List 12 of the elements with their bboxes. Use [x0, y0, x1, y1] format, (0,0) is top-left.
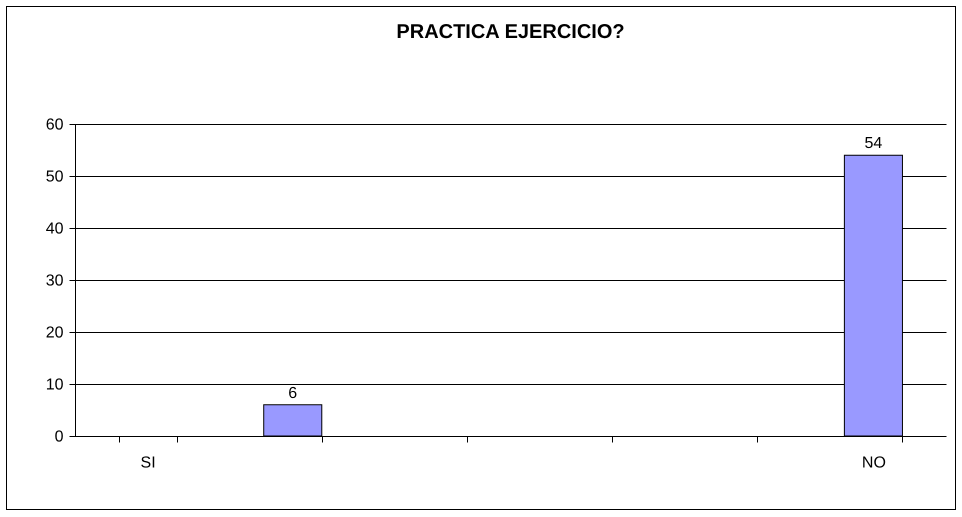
y-tick-label: 50	[46, 168, 64, 186]
y-tick-label: 40	[46, 220, 64, 238]
y-tick-label: 10	[46, 376, 64, 394]
data-label: 54	[864, 135, 882, 152]
data-label: 6	[288, 384, 298, 402]
y-tick-label: 0	[54, 428, 64, 446]
x-tick-label: NO	[862, 454, 886, 472]
chart-title: PRACTICA EJERCICIO?	[396, 21, 625, 43]
x-tick-label: SI	[140, 454, 156, 472]
y-tick-label: 20	[46, 324, 64, 342]
y-tick-label: 30	[46, 272, 64, 290]
y-tick-label: 60	[46, 116, 64, 134]
